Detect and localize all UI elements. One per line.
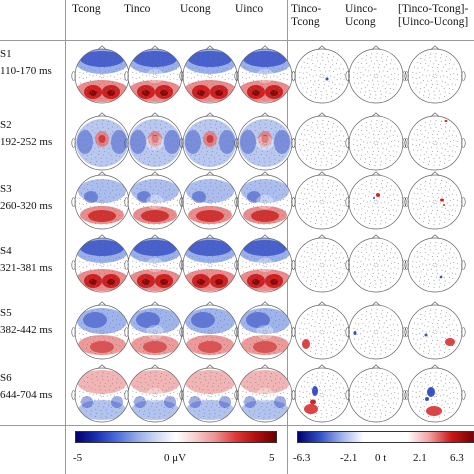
row-label-s6: S6 644-704 ms [0,372,53,401]
topo-map [124,112,186,174]
column-header-tcong: Tcong [72,3,101,15]
topo-map [291,171,353,233]
grid-line-horizontal [0,425,474,426]
topo-map [234,364,296,426]
topo-map [124,171,186,233]
topo-map [124,234,186,296]
topo-map [234,112,296,174]
topo-map [124,364,186,426]
topo-map [291,301,353,363]
topo-map [234,301,296,363]
topo-map [124,301,186,363]
column-header-interaction: [Tinco-Tcong]- [Uinco-Ucong] [398,3,469,28]
t-tick-pos: 2.1 [413,452,427,464]
column-header-uinco-ucong: Uinco- Ucong [345,3,377,28]
topo-map [179,364,241,426]
row-label-s5: S5 382-442 ms [0,307,53,336]
topo-map [179,45,241,107]
row-label-s4: S4 321-381 ms [0,245,53,274]
t-tick-neg: -2.1 [340,452,358,464]
row-label-s3: S3 260-320 ms [0,183,53,212]
topo-map [345,45,407,107]
topo-map [345,301,407,363]
t-tick-zero: 0 t [375,452,387,464]
grid-line-vertical [65,0,66,474]
column-header-uinco: Uinco [235,3,264,15]
topo-map [345,171,407,233]
topo-map [404,171,466,233]
topo-map [234,45,296,107]
topo-map [179,171,241,233]
topo-map [291,234,353,296]
row-label-s2: S2 192-252 ms [0,119,53,148]
topo-map [71,301,133,363]
t-value-colorbar [297,431,474,443]
topo-map [345,112,407,174]
topo-map [345,364,407,426]
topo-map [291,364,353,426]
topo-map [71,234,133,296]
voltage-tick-zero: 0 μV [164,452,187,464]
row-label-s1: S1 110-170 ms [0,48,52,77]
topo-map [404,364,466,426]
grid-line-vertical [287,0,288,474]
voltage-colorbar [75,431,277,443]
topo-map [179,234,241,296]
voltage-tick-max: 5 [269,452,275,464]
t-tick-pos-max: 6.3 [450,452,464,464]
grid-line-horizontal [0,40,474,41]
topo-map [404,45,466,107]
topo-map [71,364,133,426]
column-header-ucong: Ucong [180,3,211,15]
topo-map [234,234,296,296]
topo-map [234,171,296,233]
topo-map [179,301,241,363]
column-header-tinco-tcong: Tinco- Tcong [291,3,322,28]
t-tick-neg-max: -6.3 [293,452,311,464]
topo-map [404,234,466,296]
topo-map [71,112,133,174]
topo-map [179,112,241,174]
column-header-tinco: Tinco [124,3,151,15]
topo-map [71,45,133,107]
topo-map [345,234,407,296]
topo-map [291,112,353,174]
voltage-tick-min: -5 [73,452,83,464]
topo-map [404,301,466,363]
topo-map [71,171,133,233]
topo-map [291,45,353,107]
topo-map [404,112,466,174]
topo-map [124,45,186,107]
